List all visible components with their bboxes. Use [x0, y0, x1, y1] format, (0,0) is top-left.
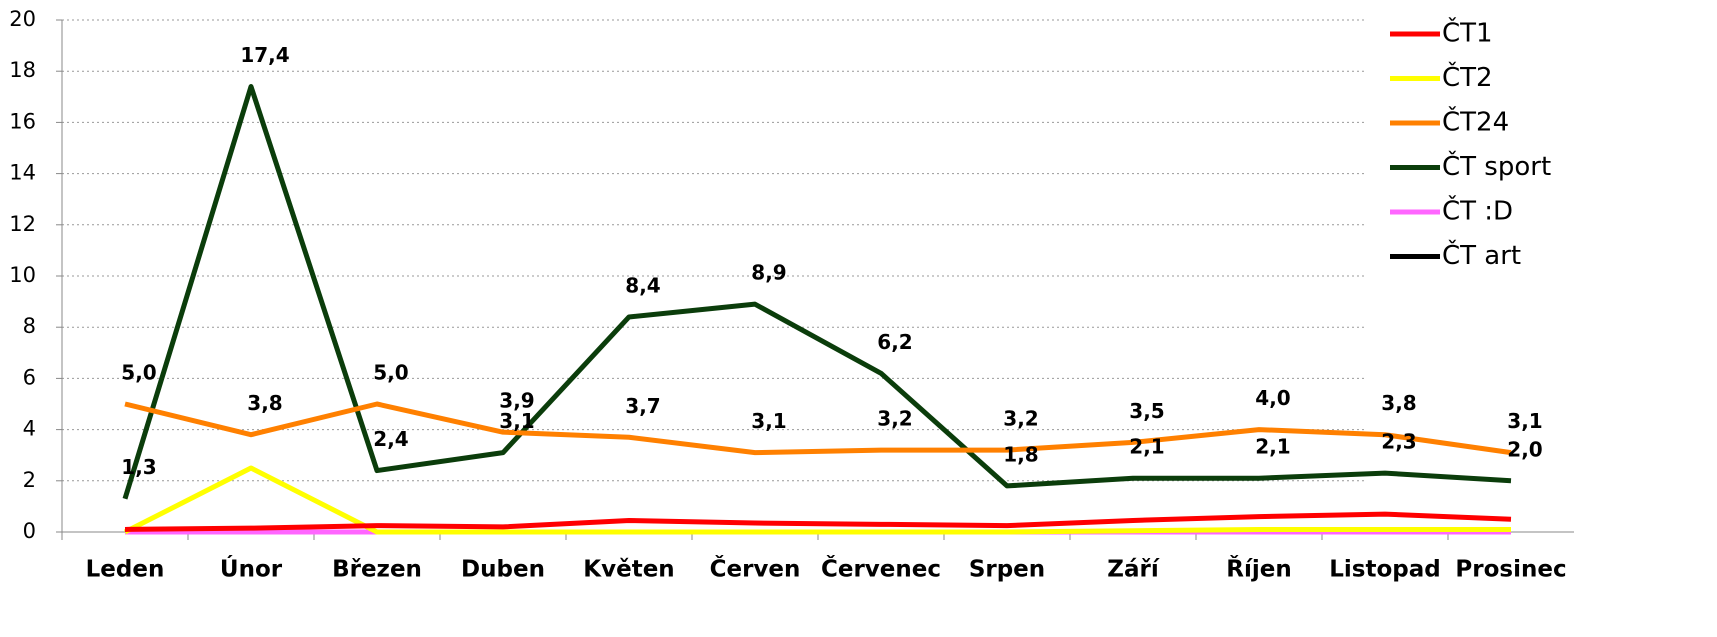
legend-label: ČT :D — [1442, 195, 1513, 227]
x-tick-label: Prosinec — [1455, 557, 1566, 583]
series-line — [124, 511, 1512, 532]
legend-label: ČT24 — [1442, 106, 1509, 138]
data-label: 2,3 — [1381, 430, 1416, 454]
x-tick-label: Leden — [86, 557, 165, 583]
x-tick-label: Červen — [710, 555, 801, 583]
data-label: 3,1 — [499, 409, 534, 433]
y-tick-label: 10 — [9, 263, 36, 287]
x-tick-label: Listopad — [1329, 557, 1440, 583]
x-tick-label: Březen — [332, 557, 422, 583]
y-tick-label: 2 — [23, 468, 36, 492]
data-label: 3,2 — [877, 407, 912, 431]
x-tick-label: Říjen — [1226, 555, 1291, 583]
y-tick-label: 18 — [9, 58, 36, 82]
data-label: 2,1 — [1129, 435, 1164, 459]
y-tick-label: 8 — [23, 314, 36, 338]
data-label: 3,1 — [751, 409, 786, 433]
legend-label: ČT1 — [1442, 17, 1493, 49]
data-label: 8,9 — [751, 261, 786, 285]
x-tick-label: Duben — [461, 557, 545, 583]
data-label: 2,4 — [373, 427, 408, 451]
data-label: 2,1 — [1255, 435, 1290, 459]
data-label: 3,2 — [1003, 407, 1038, 431]
x-tick-label: Květen — [583, 557, 674, 583]
x-tick-label: Únor — [220, 555, 283, 583]
series-line — [122, 84, 1512, 500]
y-tick-label: 16 — [9, 109, 36, 133]
x-tick-label: Září — [1107, 557, 1160, 583]
data-label: 5,0 — [121, 361, 156, 385]
data-label: 4,0 — [1255, 386, 1290, 410]
data-label: 3,8 — [247, 391, 282, 415]
series-line — [124, 401, 1512, 456]
legend-label: ČT sport — [1442, 150, 1551, 182]
data-label: 6,2 — [877, 330, 912, 354]
y-tick-label: 14 — [9, 161, 36, 185]
y-tick-label: 4 — [23, 417, 36, 441]
series-line — [123, 465, 1511, 535]
data-label: 5,0 — [373, 361, 408, 385]
data-label: 3,8 — [1381, 391, 1416, 415]
legend: ČT1 ČT2 ČT24 ČT sport ČT :D ČT art — [1390, 17, 1551, 271]
data-label: 17,4 — [240, 43, 289, 67]
data-label: 3,7 — [625, 394, 660, 418]
y-tick-label: 6 — [23, 365, 36, 389]
data-label: 2,0 — [1507, 437, 1542, 461]
y-tick-label: 0 — [23, 519, 36, 543]
x-tick-label: Srpen — [969, 557, 1045, 583]
data-label: 8,4 — [625, 273, 660, 297]
data-label: 3,1 — [1507, 409, 1542, 433]
data-label: 3,5 — [1129, 399, 1164, 423]
data-label: 3,9 — [499, 389, 534, 413]
data-label: 1,3 — [121, 455, 156, 479]
legend-label: ČT art — [1442, 239, 1521, 271]
y-tick-label: 12 — [9, 212, 36, 236]
y-tick-label: 20 — [9, 7, 36, 31]
data-label: 1,8 — [1003, 442, 1038, 466]
x-tick-label: Červenec — [821, 555, 941, 583]
legend-label: ČT2 — [1442, 61, 1493, 93]
